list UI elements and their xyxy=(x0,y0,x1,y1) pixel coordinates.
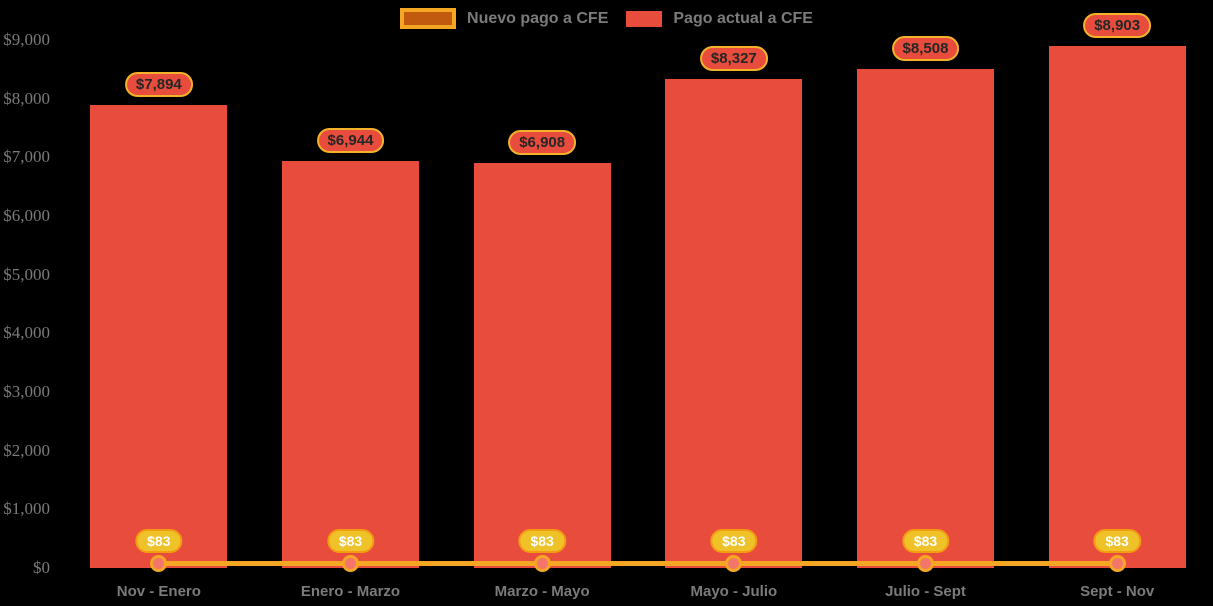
line-point-marker-icon[interactable] xyxy=(533,554,551,572)
bar-pago-actual[interactable] xyxy=(282,160,419,568)
x-axis-label: Nov - Enero xyxy=(116,583,201,600)
bar-pago-actual[interactable] xyxy=(665,79,803,568)
bar-pago-actual[interactable] xyxy=(857,68,994,568)
bar-pago-actual[interactable] xyxy=(1048,45,1186,568)
legend-item-nuevo-pago[interactable]: Nuevo pago a CFE xyxy=(400,8,608,29)
line-nuevo-pago xyxy=(158,560,1118,566)
y-axis-label: $0 xyxy=(33,558,50,577)
line-value-label: $83 xyxy=(135,529,183,554)
line-point-marker-icon[interactable] xyxy=(725,554,743,572)
x-axis-label: Marzo - Mayo xyxy=(494,583,590,600)
y-axis-label: $5,000 xyxy=(3,264,50,284)
y-axis-label: $1,000 xyxy=(3,499,50,519)
y-axis-label: $3,000 xyxy=(3,382,50,401)
legend-label-nuevo-pago: Nuevo pago a CFE xyxy=(467,9,609,27)
legend-swatch-nuevo-pago-icon xyxy=(400,8,457,29)
legend: Nuevo pago a CFE Pago actual a CFE xyxy=(0,8,1213,29)
line-point-marker-icon[interactable] xyxy=(1108,554,1126,572)
x-axis-label: Mayo - Julio xyxy=(690,583,778,600)
bar-value-label: $7,894 xyxy=(124,71,193,97)
y-axis-label: $4,000 xyxy=(3,323,50,343)
y-axis-label: $6,000 xyxy=(3,206,50,225)
line-value-label: $83 xyxy=(710,529,758,554)
bar-pago-actual[interactable] xyxy=(90,104,228,568)
x-axis-label: Enero - Marzo xyxy=(300,583,401,600)
line-value-label: $83 xyxy=(901,529,950,554)
bar-value-label: $6,944 xyxy=(316,127,385,153)
legend-label-pago-actual: Pago actual a CFE xyxy=(673,9,813,27)
legend-swatch-pago-actual-icon xyxy=(626,10,663,27)
line-value-label: $83 xyxy=(326,529,375,554)
line-value-label: $83 xyxy=(518,529,566,554)
bar-value-label: $8,327 xyxy=(699,46,768,72)
x-axis-label: Sept - Nov xyxy=(1080,583,1155,600)
bar-value-label: $6,908 xyxy=(508,129,577,155)
bar-value-label: $8,508 xyxy=(891,35,960,61)
bar-pago-actual[interactable] xyxy=(473,162,611,568)
y-axis-label: $8,000 xyxy=(3,88,50,108)
y-axis-label: $7,000 xyxy=(3,147,50,167)
line-point-marker-icon[interactable] xyxy=(917,554,934,572)
y-axis-label: $2,000 xyxy=(3,440,50,460)
line-point-marker-icon[interactable] xyxy=(150,554,168,572)
legend-item-pago-actual[interactable]: Pago actual a CFE xyxy=(626,10,813,28)
y-axis-label: $9,000 xyxy=(3,30,50,49)
line-value-label: $83 xyxy=(1093,529,1141,554)
line-point-marker-icon[interactable] xyxy=(342,554,359,572)
bar-value-label: $8,903 xyxy=(1083,12,1152,38)
x-axis-label: Julio - Sept xyxy=(885,583,966,600)
